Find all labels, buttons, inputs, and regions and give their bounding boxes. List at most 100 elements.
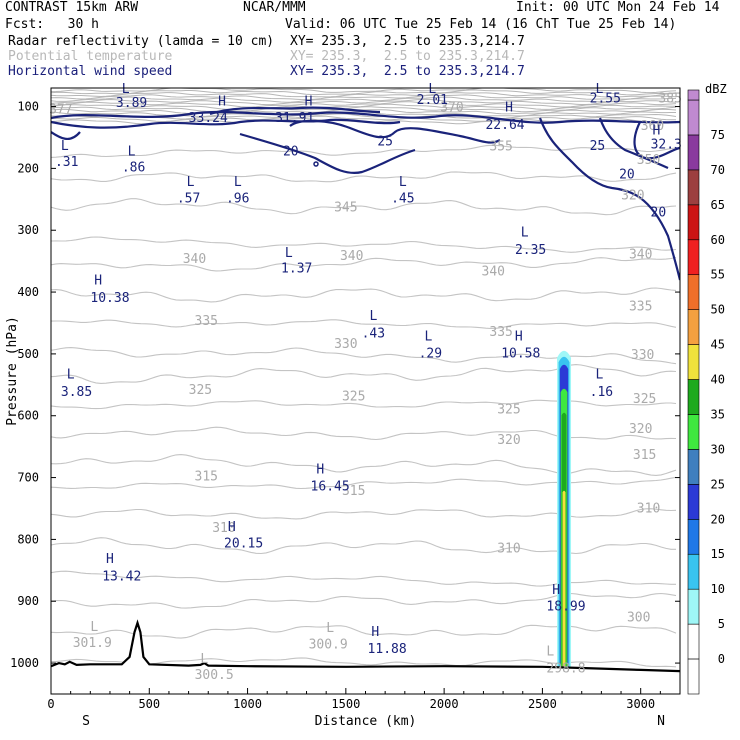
wind-extremum-label: 3.85 <box>61 385 92 400</box>
theta-isentrope <box>51 508 677 520</box>
theta-label: 315 <box>195 470 218 485</box>
field-reflectivity-name: Radar reflectivity (lamda = 10 cm) <box>8 34 275 49</box>
forecast-hour: Fcst: 30 h <box>5 17 99 32</box>
colorbar-label: 15 <box>711 547 725 561</box>
theta-label: 355 <box>489 140 512 155</box>
theta-label: 335 <box>195 314 218 329</box>
reflectivity-layer <box>562 490 566 670</box>
wind-contour <box>51 110 680 124</box>
theta-isentrope <box>51 88 677 94</box>
theta-isentrope <box>51 106 677 113</box>
wind-extremum-label: H <box>652 123 660 138</box>
colorbar-label: 10 <box>711 582 725 596</box>
wind-extremum-label: H <box>228 520 236 535</box>
theta-label: 300 <box>627 611 650 626</box>
wind-extremum-label: H <box>316 462 324 477</box>
field-wind-name: Horizontal wind speed <box>8 64 173 79</box>
theta-low-marker: L <box>326 621 334 636</box>
colorbar-swatch <box>687 134 700 171</box>
theta-isentrope <box>51 108 677 115</box>
theta-isentrope <box>51 287 677 303</box>
wind-extremum-label: 16.45 <box>311 480 350 495</box>
colorbar-label: 0 <box>718 652 725 666</box>
theta-isentrope <box>51 624 677 639</box>
theta-low-marker: L <box>200 652 208 667</box>
theta-label: 350 <box>637 153 660 168</box>
terrain-surface <box>51 619 680 673</box>
theta-isentrope <box>51 570 676 587</box>
wind-contour <box>289 119 501 144</box>
wind-extremum-label: .43 <box>362 326 385 341</box>
colorbar-label: 20 <box>711 512 725 526</box>
wind-extremum-label: .29 <box>419 347 442 362</box>
theta-isentrope <box>51 537 676 555</box>
wind-extremum-label: .96 <box>226 191 249 206</box>
colorbar-swatch <box>687 239 700 276</box>
wind-extremum-label: H <box>218 94 226 109</box>
wind-extremum-label: 2.35 <box>515 243 546 258</box>
colorbar-swatch <box>687 588 700 625</box>
wind-extremum-label: L <box>128 144 136 159</box>
colorbar-label: 40 <box>711 373 725 387</box>
colorbar-swatch <box>687 379 700 415</box>
wind-extremum-label: .31 <box>55 155 78 170</box>
theta-label: 340 <box>183 252 206 267</box>
colorbar-label: 30 <box>711 442 725 456</box>
colorbar-swatch <box>687 553 700 590</box>
wind-extremum-label: 11.88 <box>368 642 407 657</box>
colorbar-swatch <box>687 658 700 695</box>
colorbar-swatch <box>687 344 700 380</box>
wind-contour <box>538 117 680 281</box>
wind-contour-label: 20 <box>619 167 635 182</box>
wind-extremum-label: L <box>67 368 75 383</box>
colorbar-label: 75 <box>711 128 725 142</box>
wind-contour <box>239 132 416 174</box>
theta-label: 340 <box>629 248 652 263</box>
wind-extremum-label: 2.01 <box>417 93 448 108</box>
wind-contour <box>313 161 319 167</box>
init-time: Init: 00 UTC Mon 24 Feb 14 <box>516 0 720 15</box>
theta-label: 310 <box>212 521 235 536</box>
theta-isentrope <box>51 92 677 98</box>
field-reflectivity-xy: XY= 235.3, 2.5 to 235.3,214.7 <box>290 34 525 49</box>
wind-contour-label: 20 <box>651 206 667 221</box>
terrain-fill <box>51 622 680 694</box>
field-theta-name: Potential temperature <box>8 49 173 64</box>
theta-label: 320 <box>621 188 644 203</box>
x-axis-label: Distance (km) <box>315 714 417 729</box>
theta-label: 315 <box>633 448 656 463</box>
theta-label: 377 <box>49 102 72 117</box>
wind-extremum-label: L <box>595 82 603 97</box>
wind-extremum-label: 22.64 <box>485 118 524 133</box>
colorbar-swatch <box>687 169 700 206</box>
theta-label: 300.9 <box>309 637 348 652</box>
x-tick-label: 2500 <box>528 697 557 711</box>
wind-contour <box>51 131 81 140</box>
theta-isentrope <box>51 256 677 272</box>
plot-frame <box>50 87 681 695</box>
y-tick-label: 100 <box>17 100 39 114</box>
theta-low-marker: L <box>546 645 554 660</box>
y-tick-label: 700 <box>17 471 39 485</box>
reflectivity-column <box>557 350 572 670</box>
theta-label: 320 <box>629 422 652 437</box>
wind-extremum-label: H <box>106 552 114 567</box>
wind-extremum-label: L <box>521 225 529 240</box>
theta-isentrope <box>51 198 677 216</box>
wind-contour <box>51 118 401 129</box>
x-tick-label: 500 <box>138 697 160 711</box>
theta-label: 298.8 <box>546 661 585 676</box>
theta-label: 300.5 <box>195 668 234 683</box>
valid-time: Valid: 06 UTC Tue 25 Feb 14 (16 ChT Tue … <box>285 17 677 32</box>
wind-extremum-label: 31.91 <box>275 111 314 126</box>
colorbar-swatch <box>687 204 700 241</box>
wind-extremum-label: 1.37 <box>281 261 312 276</box>
theta-isentrope <box>51 98 677 106</box>
wind-extremum-label: 10.58 <box>501 347 540 362</box>
y-tick-label: 600 <box>17 409 39 423</box>
wind-extremum-label: H <box>552 583 560 598</box>
colorbar-swatch <box>687 623 700 660</box>
wind-extremum-label: L <box>187 175 195 190</box>
title-center: NCAR/MMM <box>243 0 306 15</box>
wind-extremum-label: .16 <box>590 385 613 400</box>
